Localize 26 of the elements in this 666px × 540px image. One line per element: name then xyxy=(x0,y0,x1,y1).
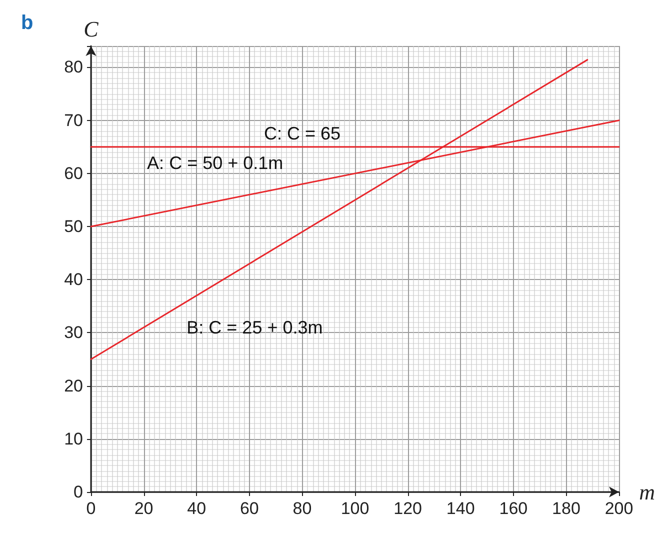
y-tick-label: 80 xyxy=(64,58,83,77)
x-tick-label: 20 xyxy=(134,499,154,518)
y-tick-label: 20 xyxy=(64,376,83,396)
y-tick-label: 0 xyxy=(74,482,83,502)
x-tick-label: 40 xyxy=(187,499,206,518)
x-tick-label: 100 xyxy=(340,499,370,518)
chart-title: b xyxy=(21,12,34,34)
y-axis-title: C xyxy=(84,16,99,42)
y-tick-label: 60 xyxy=(64,164,83,183)
y-tick-label: 10 xyxy=(64,429,83,448)
x-axis-title: m xyxy=(639,480,656,504)
x-tick-label: 60 xyxy=(240,499,259,518)
annotation: C: C = 65 xyxy=(264,124,340,144)
x-tick-label: 200 xyxy=(604,499,634,518)
x-tick-label: 80 xyxy=(292,499,312,518)
y-tick-label: 30 xyxy=(64,323,83,342)
x-tick-label: 140 xyxy=(446,499,475,518)
x-tick-label: 0 xyxy=(86,499,96,518)
annotation: A: C = 50 + 0.1m xyxy=(147,152,284,173)
annotation: B: C = 25 + 0.3m xyxy=(186,317,323,338)
x-tick-label: 180 xyxy=(552,499,580,518)
x-tick-label: 160 xyxy=(499,499,528,518)
y-tick-label: 70 xyxy=(64,110,83,130)
y-tick-label: 40 xyxy=(64,270,83,290)
x-tick-label: 120 xyxy=(394,499,422,518)
y-tick-label: 50 xyxy=(64,217,83,236)
